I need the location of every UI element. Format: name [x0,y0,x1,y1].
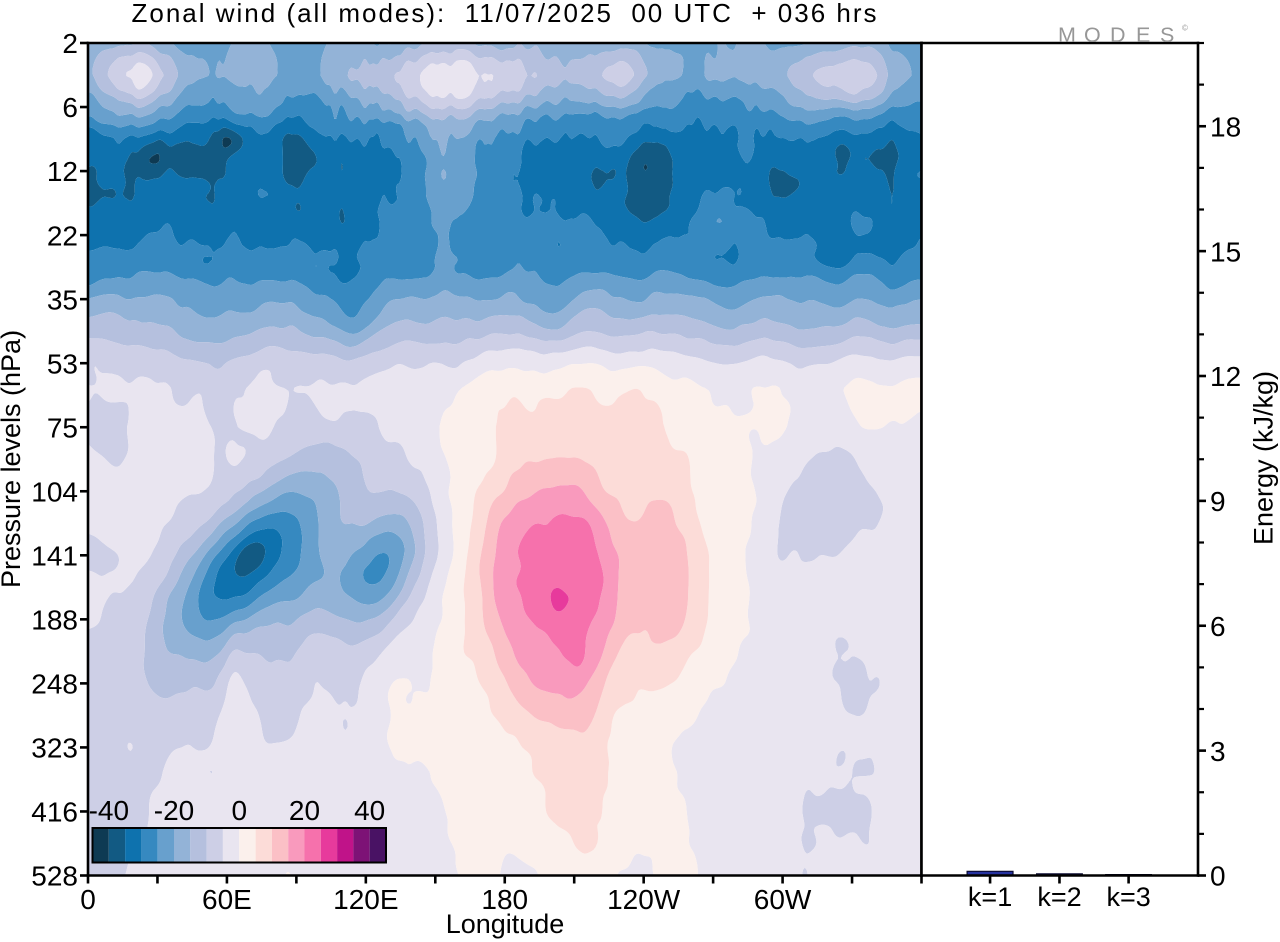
svg-text:6: 6 [1210,611,1226,642]
svg-text:12: 12 [47,156,78,187]
svg-text:53: 53 [47,348,78,379]
svg-text:©: © [1182,24,1188,33]
svg-text:0: 0 [1210,861,1226,892]
svg-text:k=3: k=3 [1106,882,1150,912]
svg-text:180: 180 [481,884,528,915]
svg-text:18: 18 [1210,111,1241,142]
svg-text:Energy (kJ/kg): Energy (kJ/kg) [1248,371,1278,545]
svg-text:120E: 120E [333,884,398,915]
svg-text:20: 20 [289,795,320,826]
svg-text:60W: 60W [754,884,812,915]
svg-text:35: 35 [47,284,78,315]
svg-text:22: 22 [47,220,78,251]
svg-text:141: 141 [31,540,78,571]
svg-text:12: 12 [1210,361,1241,392]
svg-text:2: 2 [62,28,78,59]
svg-text:Zonal wind (all modes): 11/07: Zonal wind (all modes): 11/07/2025 00 UT… [131,0,878,28]
svg-text:O: O [1084,23,1101,47]
svg-text:248: 248 [31,669,78,700]
svg-text:9: 9 [1210,486,1226,517]
svg-text:0: 0 [231,795,247,826]
svg-text:15: 15 [1210,236,1241,267]
svg-text:188: 188 [31,604,78,635]
svg-text:323: 323 [31,733,78,764]
svg-text:k=1: k=1 [968,882,1012,912]
svg-text:k=2: k=2 [1037,882,1081,912]
svg-text:S: S [1160,23,1174,47]
svg-text:D: D [1110,23,1126,47]
svg-text:528: 528 [31,861,78,892]
svg-text:40: 40 [354,795,385,826]
svg-text:75: 75 [47,412,78,443]
svg-text:M: M [1058,23,1076,47]
svg-text:-20: -20 [154,795,194,826]
svg-text:6: 6 [62,92,78,123]
svg-text:Longitude: Longitude [446,909,565,939]
svg-text:104: 104 [31,476,78,507]
svg-text:E: E [1136,23,1150,47]
svg-text:3: 3 [1210,736,1226,767]
svg-text:60E: 60E [202,884,252,915]
svg-text:120W: 120W [607,884,681,915]
svg-text:-40: -40 [89,795,129,826]
svg-text:Pressure levels (hPa): Pressure levels (hPa) [0,330,26,588]
svg-text:416: 416 [31,797,78,828]
svg-text:0: 0 [80,884,96,915]
